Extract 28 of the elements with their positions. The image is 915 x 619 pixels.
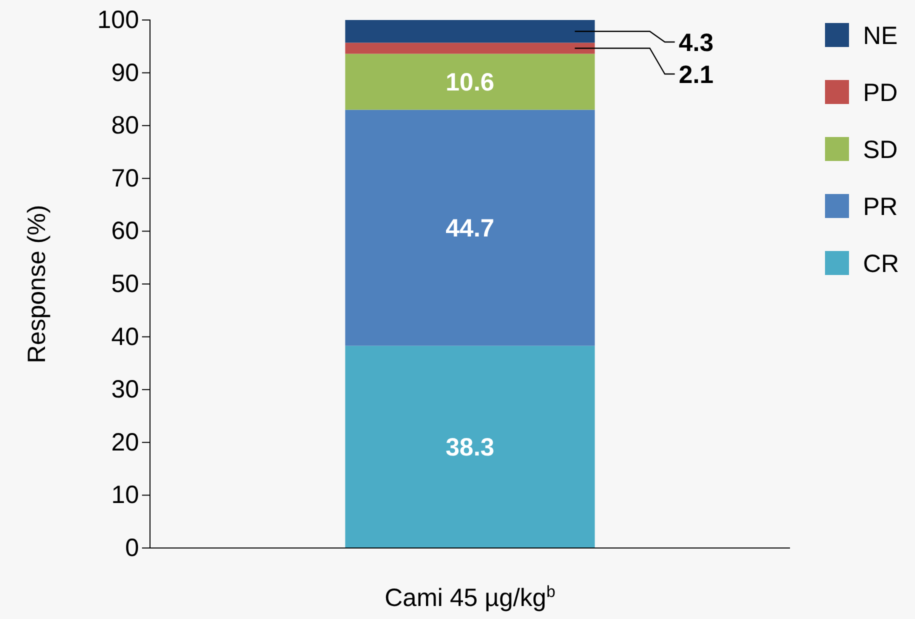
bar bbox=[345, 20, 595, 43]
legend-label: CR bbox=[863, 250, 900, 278]
y-tick-label: 80 bbox=[111, 112, 139, 140]
y-tick-label: 90 bbox=[111, 58, 139, 87]
data-label: 44.7 bbox=[446, 214, 494, 243]
annotation: 2.1 bbox=[678, 60, 714, 89]
data-label: 38.3 bbox=[446, 434, 494, 462]
legend-label: PR bbox=[863, 192, 898, 221]
bar bbox=[345, 54, 595, 110]
y-axis-title: Response (%) bbox=[23, 204, 51, 364]
y-tick-label: 50 bbox=[111, 270, 139, 298]
bar bbox=[345, 110, 595, 346]
legend-label: PD bbox=[863, 78, 898, 107]
y-tick-label: 70 bbox=[111, 164, 139, 192]
x-tick-label: Cami 45 µg/kg$^{b}$ bbox=[384, 583, 556, 612]
bar bbox=[345, 346, 595, 548]
y-tick-label: 30 bbox=[111, 376, 139, 404]
y-tick-label: 20 bbox=[111, 428, 139, 456]
y-tick-label: 60 bbox=[111, 217, 139, 246]
legend-label: NE bbox=[863, 22, 898, 50]
y-tick-label: 0 bbox=[125, 534, 139, 562]
annotation: 4.3 bbox=[678, 28, 714, 57]
y-tick-label: 40 bbox=[111, 322, 139, 351]
bar bbox=[345, 42, 595, 54]
legend-label: SD bbox=[863, 136, 898, 164]
y-tick-label: 10 bbox=[111, 481, 139, 510]
y-tick-label: 100 bbox=[97, 6, 139, 34]
data-label: 10.6 bbox=[446, 68, 494, 97]
